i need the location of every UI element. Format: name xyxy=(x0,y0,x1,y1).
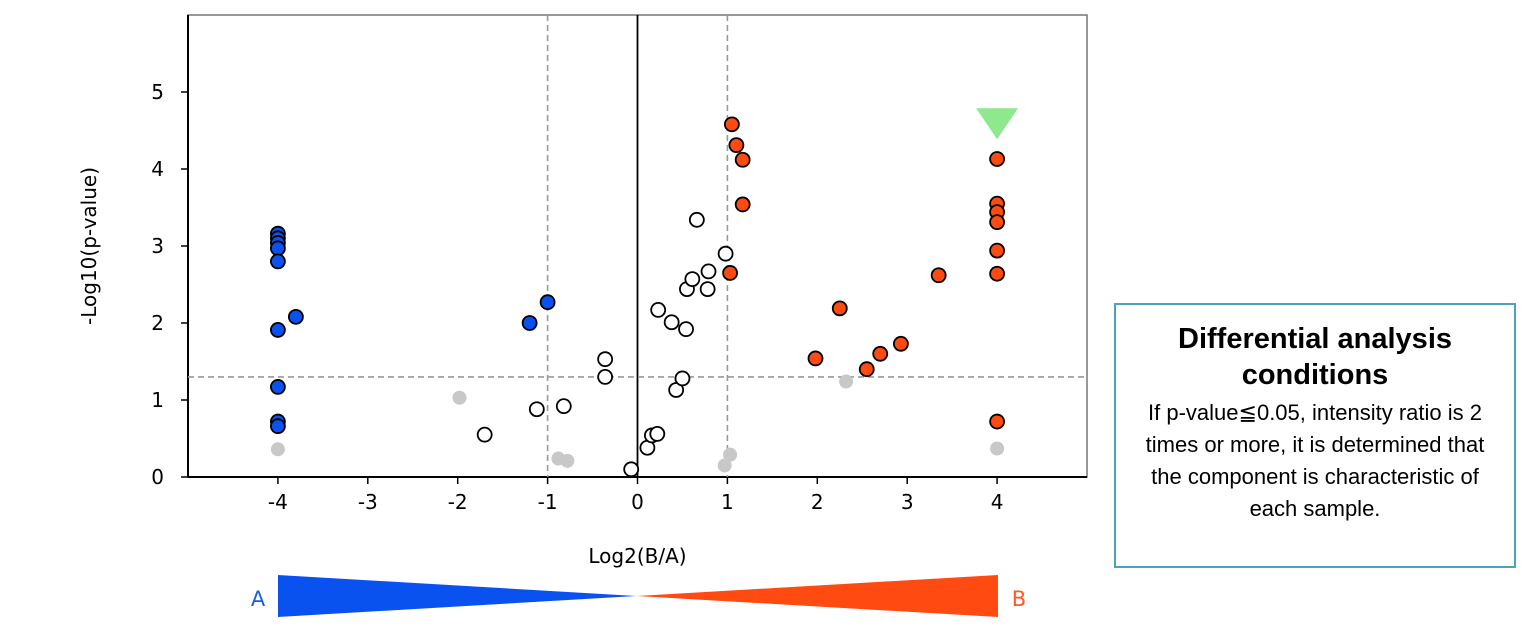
non-differential-point xyxy=(650,302,667,318)
wedge-a xyxy=(278,575,637,617)
y-tick-label: 0 xyxy=(151,465,164,489)
non-differential-point xyxy=(555,398,572,415)
a-characteristic-point xyxy=(269,418,286,435)
non-differential-point xyxy=(674,370,691,387)
not-significant-point xyxy=(839,374,854,389)
a-characteristic-point xyxy=(269,322,286,338)
b-characteristic-point xyxy=(728,137,745,154)
non-differential-point xyxy=(649,425,666,442)
plot-axes xyxy=(187,14,1088,478)
a-characteristic-point xyxy=(539,294,556,311)
x-axis-label: Log2(B/A) xyxy=(588,544,686,568)
b-characteristic-point xyxy=(723,116,740,133)
non-differential-point xyxy=(476,426,493,443)
y-tick-label: 1 xyxy=(151,388,164,412)
b-characteristic-point xyxy=(722,265,738,281)
non-differential-point xyxy=(623,461,640,478)
non-differential-point xyxy=(699,281,716,298)
x-tick-label: 0 xyxy=(631,490,644,514)
non-differential-point xyxy=(528,401,545,418)
non-differential-point xyxy=(684,271,701,288)
b-characteristic-point xyxy=(989,151,1005,167)
x-tick-label: -4 xyxy=(268,490,288,514)
y-tick-label: 4 xyxy=(151,157,164,181)
differential-conditions-box: Differential analysis conditions If p-va… xyxy=(1114,303,1516,568)
b-characteristic-point xyxy=(872,345,889,362)
non-differential-point xyxy=(717,245,734,262)
a-characteristic-point xyxy=(269,240,286,257)
not-significant-point xyxy=(560,453,575,468)
b-characteristic-point xyxy=(734,196,751,213)
b-characteristic-point xyxy=(989,265,1005,282)
x-tick-label: -3 xyxy=(358,490,378,514)
data-points xyxy=(269,108,1019,478)
note-title: Differential analysis conditions xyxy=(1178,323,1452,391)
label-a: A xyxy=(251,587,266,611)
non-differential-point xyxy=(700,263,717,280)
a-characteristic-point xyxy=(287,308,304,325)
b-characteristic-point xyxy=(858,361,875,378)
x-tick-label: 3 xyxy=(901,490,914,514)
x-tick-label: 2 xyxy=(811,490,824,514)
y-tick-label: 2 xyxy=(151,311,164,335)
not-significant-point xyxy=(723,447,738,462)
not-significant-point xyxy=(452,390,467,405)
threshold-lines xyxy=(188,15,1087,477)
not-significant-point xyxy=(990,441,1005,456)
a-characteristic-point xyxy=(269,379,286,395)
b-characteristic-point xyxy=(989,242,1005,259)
gradient-bar: A B xyxy=(251,575,1026,617)
highlight-triangle-marker xyxy=(976,108,1019,140)
not-significant-point xyxy=(717,458,732,473)
y-axis-label: -Log10(p-value) xyxy=(77,167,101,325)
tick-labels: -4 -3 -2 -1 0 1 2 3 4 0 1 2 3 4 5 xyxy=(151,80,1003,514)
non-differential-point xyxy=(688,211,705,228)
non-differential-point xyxy=(597,368,614,385)
non-differential-point xyxy=(678,321,694,338)
a-characteristic-point xyxy=(521,315,538,331)
x-tick-label: 4 xyxy=(991,490,1004,514)
x-tick-label: -2 xyxy=(448,490,468,514)
b-characteristic-point xyxy=(807,350,824,367)
a-characteristic-point xyxy=(269,253,286,270)
not-significant-point xyxy=(270,442,285,457)
non-differential-point xyxy=(597,351,614,368)
b-characteristic-point xyxy=(989,413,1005,430)
b-characteristic-point xyxy=(734,151,751,168)
label-b: B xyxy=(1012,587,1026,611)
b-characteristic-point xyxy=(930,267,947,284)
b-characteristic-point xyxy=(831,300,848,317)
y-tick-label: 3 xyxy=(151,234,164,258)
x-tick-label: -1 xyxy=(538,490,558,514)
y-tick-label: 5 xyxy=(151,80,164,104)
wedge-b xyxy=(637,575,998,617)
b-characteristic-point xyxy=(893,335,909,352)
x-tick-label: 1 xyxy=(721,490,734,514)
non-differential-point xyxy=(663,314,680,331)
b-characteristic-point xyxy=(989,214,1005,231)
note-body: If p-value≦0.05, intensity ratio is 2 ti… xyxy=(1145,400,1485,521)
